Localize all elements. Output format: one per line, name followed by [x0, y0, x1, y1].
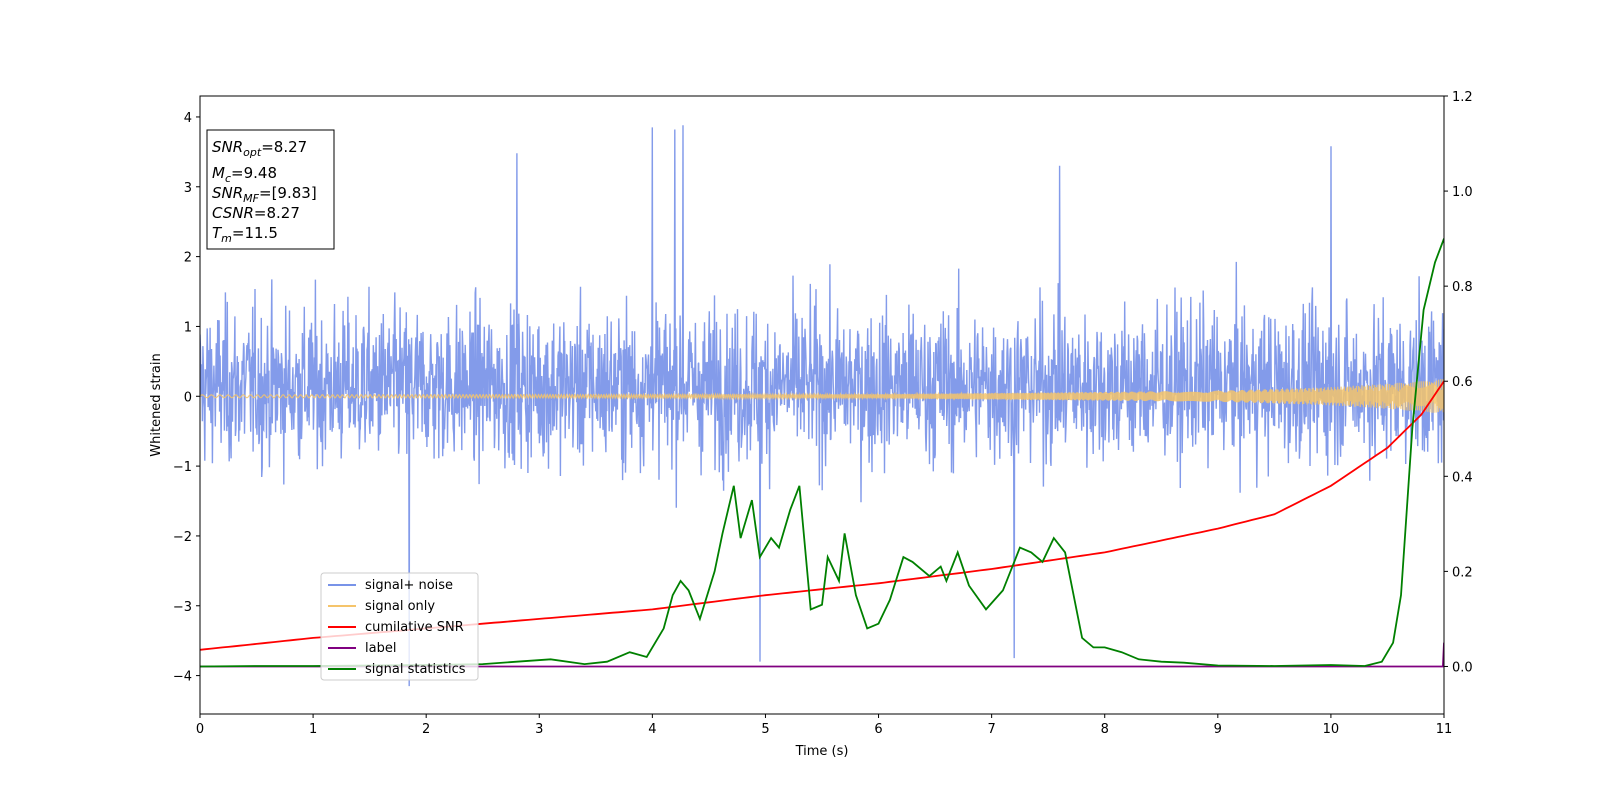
y-tick-label: 1: [184, 320, 192, 335]
signal-noise-line: [200, 125, 1444, 687]
x-tick-label: 1: [309, 722, 317, 737]
x-tick-label: 4: [648, 722, 656, 737]
axes-layer: 0 1 2 3 4 5 6 7 8 9 10 11 −4 −3 −2 −1 0 1 2 3 4 0.0 0.2 0.4 0.6 0…: [173, 90, 1473, 737]
legend: signal+ noise signal only cumilative SNR…: [320, 572, 479, 681]
annotation-mc: Mc=9.48: [212, 164, 277, 185]
y2-tick-label: 0.0: [1452, 660, 1473, 675]
signal-only-line: [200, 379, 1444, 413]
x-tick-label: 7: [987, 722, 995, 737]
signal-statistics-line: [200, 238, 1444, 668]
y2-tick-label: 1.2: [1452, 90, 1473, 105]
x-tick-label: 5: [761, 722, 769, 737]
y2-tick-label: 0.6: [1452, 375, 1473, 390]
x-tick-label: 10: [1323, 722, 1340, 737]
annotation-snr-opt: SNRopt=8.27: [212, 138, 307, 159]
y2-tick-label: 0.2: [1452, 565, 1473, 580]
annotation-tm: Tm=11.5: [212, 224, 278, 245]
x-tick-label: 3: [535, 722, 543, 737]
y2-tick-label: 0.8: [1452, 280, 1473, 295]
y-tick-label: 4: [184, 111, 192, 126]
annotation-snr-mf: SNRMF=[9.83]: [212, 184, 317, 205]
y-tick-label: −4: [173, 670, 192, 685]
y-tick-label: −1: [173, 460, 192, 475]
legend-label-signal-statistics: signal statistics: [365, 662, 466, 677]
x-tick-label: 8: [1101, 722, 1109, 737]
legend-label-signal-only: signal only: [365, 599, 435, 614]
x-axis-label: Time (s): [795, 744, 849, 759]
y-tick-label: 0: [184, 390, 192, 405]
legend-label-label: label: [365, 641, 396, 656]
y2-tick-label: 1.0: [1452, 185, 1473, 200]
legend-label-signal-noise: signal+ noise: [365, 578, 453, 593]
y-tick-label: 3: [184, 181, 192, 196]
y-tick-label: 2: [184, 251, 192, 266]
x-tick-label: 6: [874, 722, 882, 737]
x-tick-label: 11: [1436, 722, 1453, 737]
y-axis-label: Whitened strain: [149, 353, 164, 456]
x-tick-label: 9: [1214, 722, 1222, 737]
annotation-csnr: CSNR=8.27: [212, 204, 300, 222]
x-tick-label: 0: [196, 722, 204, 737]
y2-tick-label: 0.4: [1452, 470, 1473, 485]
annotation-box: SNRopt=8.27 Mc=9.48 SNRMF=[9.83] CSNR=8.…: [206, 129, 335, 250]
y-tick-label: −3: [173, 600, 192, 615]
plot-frame: [199, 95, 1445, 715]
x-tick-label: 2: [422, 722, 430, 737]
legend-label-cumulative-snr: cumilative SNR: [365, 620, 464, 635]
y-tick-label: −2: [173, 530, 192, 545]
